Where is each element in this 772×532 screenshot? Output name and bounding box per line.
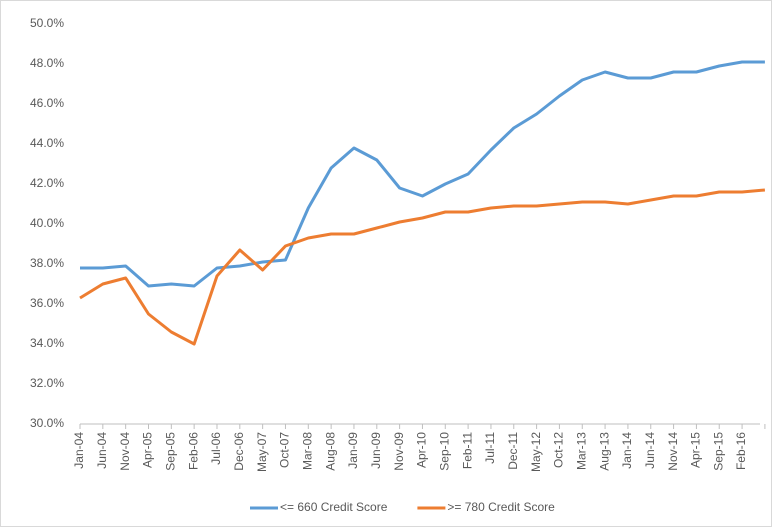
series-line xyxy=(80,60,765,288)
x-tick-label: Sep-10 xyxy=(437,432,451,471)
x-tick-label: Mar-08 xyxy=(300,432,314,470)
x-tick-label: Oct-12 xyxy=(552,432,566,468)
x-tick-label: Nov-09 xyxy=(392,432,406,471)
x-tick-label: Aug-08 xyxy=(323,432,337,471)
y-tick-label: 32.0% xyxy=(30,376,64,390)
y-tick-label: 30.0% xyxy=(30,416,64,430)
legend-label: >= 780 Credit Score xyxy=(447,500,555,514)
x-tick-label: Feb-16 xyxy=(734,432,748,470)
series-line xyxy=(79,188,766,346)
x-tick-label: Feb-06 xyxy=(186,432,200,470)
x-tick-label: Sep-05 xyxy=(163,432,177,471)
x-tick-label: May-12 xyxy=(529,432,543,472)
x-tick-label: Jan-09 xyxy=(346,432,360,469)
x-tick-label: Apr-10 xyxy=(415,432,429,468)
x-tick-label: Jan-14 xyxy=(620,432,634,469)
x-tick-label: Sep-15 xyxy=(711,432,725,471)
y-tick-label: 40.0% xyxy=(30,216,64,230)
x-tick-label: Jun-09 xyxy=(369,432,383,469)
x-tick-label: Jun-04 xyxy=(95,432,109,469)
y-tick-label: 42.0% xyxy=(30,176,64,190)
legend-label: <= 660 Credit Score xyxy=(280,500,388,514)
y-tick-label: 38.0% xyxy=(30,256,64,270)
y-tick-label: 36.0% xyxy=(30,296,64,310)
x-tick-label: Jun-14 xyxy=(643,432,657,469)
x-tick-label: May-07 xyxy=(255,432,269,472)
x-tick-label: Jan-04 xyxy=(72,432,86,469)
x-tick-label: Dec-11 xyxy=(506,432,520,470)
y-tick-label: 46.0% xyxy=(30,96,64,110)
y-tick-label: 48.0% xyxy=(30,56,64,70)
x-tick-label: Nov-14 xyxy=(666,432,680,471)
y-tick-label: 50.0% xyxy=(30,16,64,30)
x-tick-label: Oct-07 xyxy=(278,432,292,468)
x-tick-label: Feb-11 xyxy=(460,432,474,469)
x-tick-label: Jul-11 xyxy=(483,432,497,464)
x-tick-label: Nov-04 xyxy=(118,432,132,471)
x-tick-label: Apr-15 xyxy=(689,432,703,468)
y-tick-label: 44.0% xyxy=(30,136,64,150)
x-tick-label: Dec-06 xyxy=(232,432,246,471)
y-tick-label: 34.0% xyxy=(30,336,64,350)
x-tick-label: Jul-06 xyxy=(209,432,223,465)
x-tick-label: Apr-05 xyxy=(141,432,155,468)
x-tick-label: Mar-13 xyxy=(574,432,588,470)
x-tick-label: Aug-13 xyxy=(597,432,611,471)
